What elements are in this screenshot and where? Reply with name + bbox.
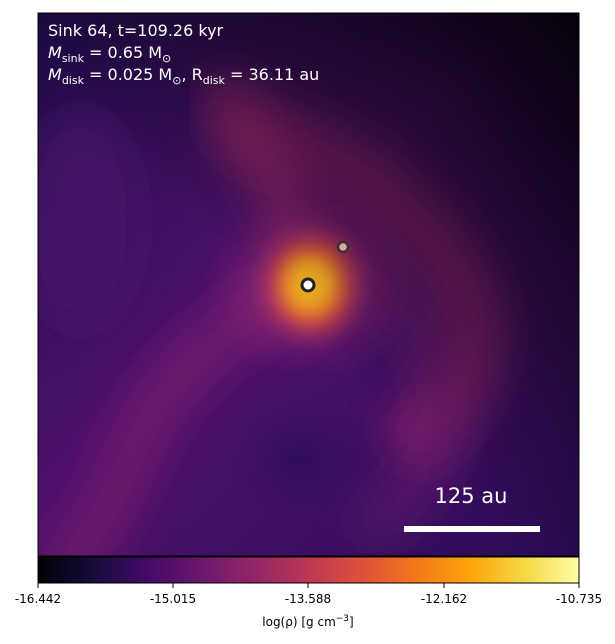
colorbar-tick-label-3: -12.162: [421, 592, 467, 606]
primary-sink-marker: [300, 277, 316, 293]
annotation-line-3: Mdisk = 0.025 M⊙, Rdisk = 36.11 au: [48, 65, 319, 87]
colorbar-tick-label-2: -13.588: [285, 592, 331, 606]
colorbar-tick-label-0: -16.442: [15, 592, 61, 606]
colorbar-tick-label-1: -15.015: [150, 592, 196, 606]
density-map: [38, 13, 579, 556]
scale-bar-label: 125 au: [435, 484, 508, 508]
annotation-line-1: Sink 64, t=109.26 kyr: [48, 21, 224, 40]
secondary-sink-marker: [336, 240, 350, 254]
scale-bar: [404, 526, 540, 532]
colorbar: [37, 556, 580, 584]
plot-frame: [37, 12, 580, 557]
colorbar-ticks: [37, 583, 580, 588]
colorbar-tick-label-4: -10.735: [556, 592, 602, 606]
annotation-line-2: Msink = 0.65 M⊙: [48, 43, 171, 65]
colorbar-label: log(ρ) [g cm−3]: [262, 614, 353, 629]
